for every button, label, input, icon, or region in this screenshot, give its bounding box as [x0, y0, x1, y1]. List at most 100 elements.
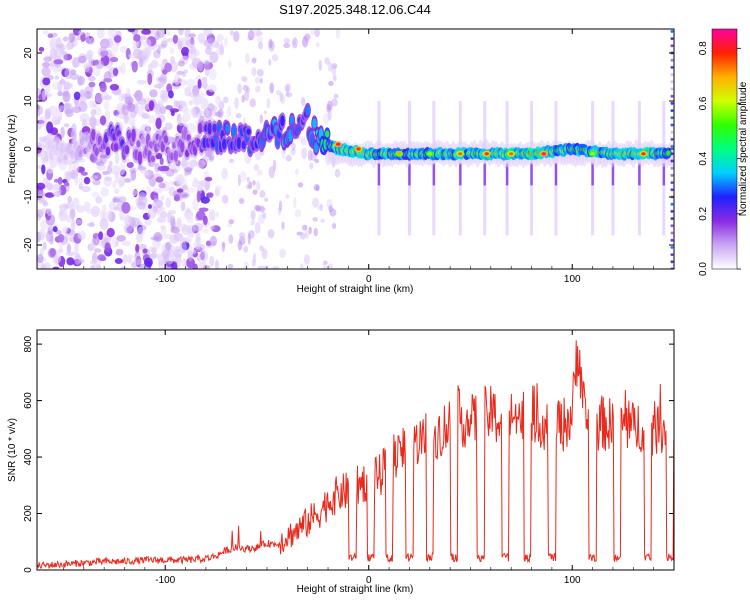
spectrogram-cell [193, 241, 201, 250]
spectrogram-cell [185, 207, 191, 215]
spectrogram-cell [246, 176, 250, 183]
spectrogram-cell [90, 108, 97, 117]
chart-title: S197.2025.348.12.06.C44 [279, 2, 431, 17]
spectrogram-cell [590, 152, 595, 156]
spectrogram-cell [170, 226, 180, 234]
spectrogram-cell [193, 222, 204, 232]
spectrogram-cell [52, 266, 60, 269]
spectrogram-cell [253, 164, 260, 171]
spectrogram-cell [85, 32, 91, 39]
spectrogram-cell [291, 142, 296, 152]
spectrogram-cell [184, 167, 193, 173]
spectrogram-cell [179, 191, 190, 199]
spectrogram-cell [670, 80, 674, 84]
spectrogram-cell [142, 48, 151, 58]
spectrogram-cell [188, 245, 194, 256]
spectrogram-cell [286, 85, 290, 97]
spectrogram-cell [177, 37, 184, 50]
spectrogram-cell [258, 41, 263, 50]
spectrogram-cell [169, 234, 179, 244]
spectrogram-cell [252, 253, 257, 264]
spectrogram-cell [670, 65, 674, 69]
spectrogram-cell [78, 149, 83, 158]
spectrogram-cell [84, 201, 91, 212]
spectrogram-cell [100, 187, 109, 197]
spectrogram-streak [408, 163, 411, 186]
spectrogram-cell [162, 37, 169, 45]
spectrogram-cell [173, 249, 183, 258]
spectrogram-cell [150, 59, 159, 69]
spectrogram-cell [136, 139, 141, 148]
spectrogram-cell [281, 221, 285, 230]
spectrogram-cell [297, 182, 304, 188]
snr-y-axis: 0 200 400 600 800 [23, 335, 674, 573]
spectrogram-cell [181, 46, 190, 57]
spectrogram-cell [267, 229, 275, 239]
spectrogram-cell [94, 106, 102, 116]
spectrogram-cell [118, 92, 124, 102]
spectrogram-cell [328, 80, 334, 86]
spectrogram-cell [159, 225, 166, 230]
colorbar-tick-label: 0.8 [698, 41, 709, 55]
spectrogram-cell [169, 47, 175, 54]
spectrogram-cell [214, 185, 222, 191]
spectrogram-cell [356, 147, 361, 151]
spectrogram-cell [141, 137, 146, 144]
spectrogram-cell [231, 125, 237, 138]
y-tick-label: 20 [23, 47, 34, 59]
spectrogram-cell [78, 30, 85, 36]
spectrogram-cell [302, 36, 309, 48]
spectrogram-cell [263, 110, 267, 115]
spectrogram-cell [197, 122, 203, 134]
spectrogram-cell [70, 149, 75, 160]
spectrogram-cell [102, 170, 109, 175]
spectrogram-cell [670, 130, 674, 134]
spectrogram-cell [242, 84, 249, 91]
spectrogram-cell [60, 142, 65, 154]
spectrogram-cell [155, 176, 164, 183]
spectrogram-cell [157, 211, 163, 217]
colorbar-ticks: 0.0 0.2 0.4 0.6 0.8 [698, 41, 741, 276]
spectrogram-cell [200, 97, 209, 110]
spectrogram-cell [221, 168, 228, 180]
spectrogram-cell [224, 37, 228, 47]
y-tick-label: 400 [23, 448, 34, 465]
spectrogram-cell [130, 169, 137, 181]
spectrogram-cell [181, 258, 187, 268]
spectrogram-cell [328, 205, 333, 213]
spectrogram-cell [87, 222, 95, 227]
spectrogram-cell [670, 29, 674, 33]
spectrogram-cell [43, 56, 52, 63]
spectrogram-cell [52, 113, 57, 122]
spectrogram-cell [159, 75, 166, 87]
spectrogram-cell [670, 238, 674, 242]
spectrogram-cell [143, 257, 153, 268]
spectrogram-cell [90, 238, 97, 250]
spectrogram-cell [53, 59, 64, 65]
spectrogram-cell [132, 43, 140, 51]
spectrogram-cell [161, 90, 169, 103]
spectrogram-streak [530, 163, 533, 186]
spectrogram-cell [125, 254, 134, 259]
spectrogram-cell [222, 96, 229, 104]
spectrogram-cell [146, 185, 152, 196]
spectrogram-streak [611, 163, 615, 186]
colorbar-label: Normalized spectral amplitude [738, 81, 749, 216]
spectrogram-cell [247, 230, 255, 239]
spectrogram-cell [55, 108, 63, 120]
spectrogram-cell [237, 83, 242, 94]
spectrogram-cell [308, 226, 312, 235]
spectrogram-cell [327, 100, 333, 111]
spectrogram-cell [115, 240, 120, 247]
spectrogram-cell [202, 29, 213, 37]
spectrogram-cell [427, 152, 432, 156]
spectrogram-cell [158, 206, 166, 212]
spectrogram-cell [107, 29, 118, 38]
spectrogram-cell [42, 30, 49, 35]
spectrogram-cell [157, 215, 166, 223]
spectrogram-cell [165, 263, 172, 269]
spectrogram-cell [156, 29, 166, 39]
spectrogram-cell [137, 195, 148, 206]
spectrogram-cell [203, 60, 210, 71]
